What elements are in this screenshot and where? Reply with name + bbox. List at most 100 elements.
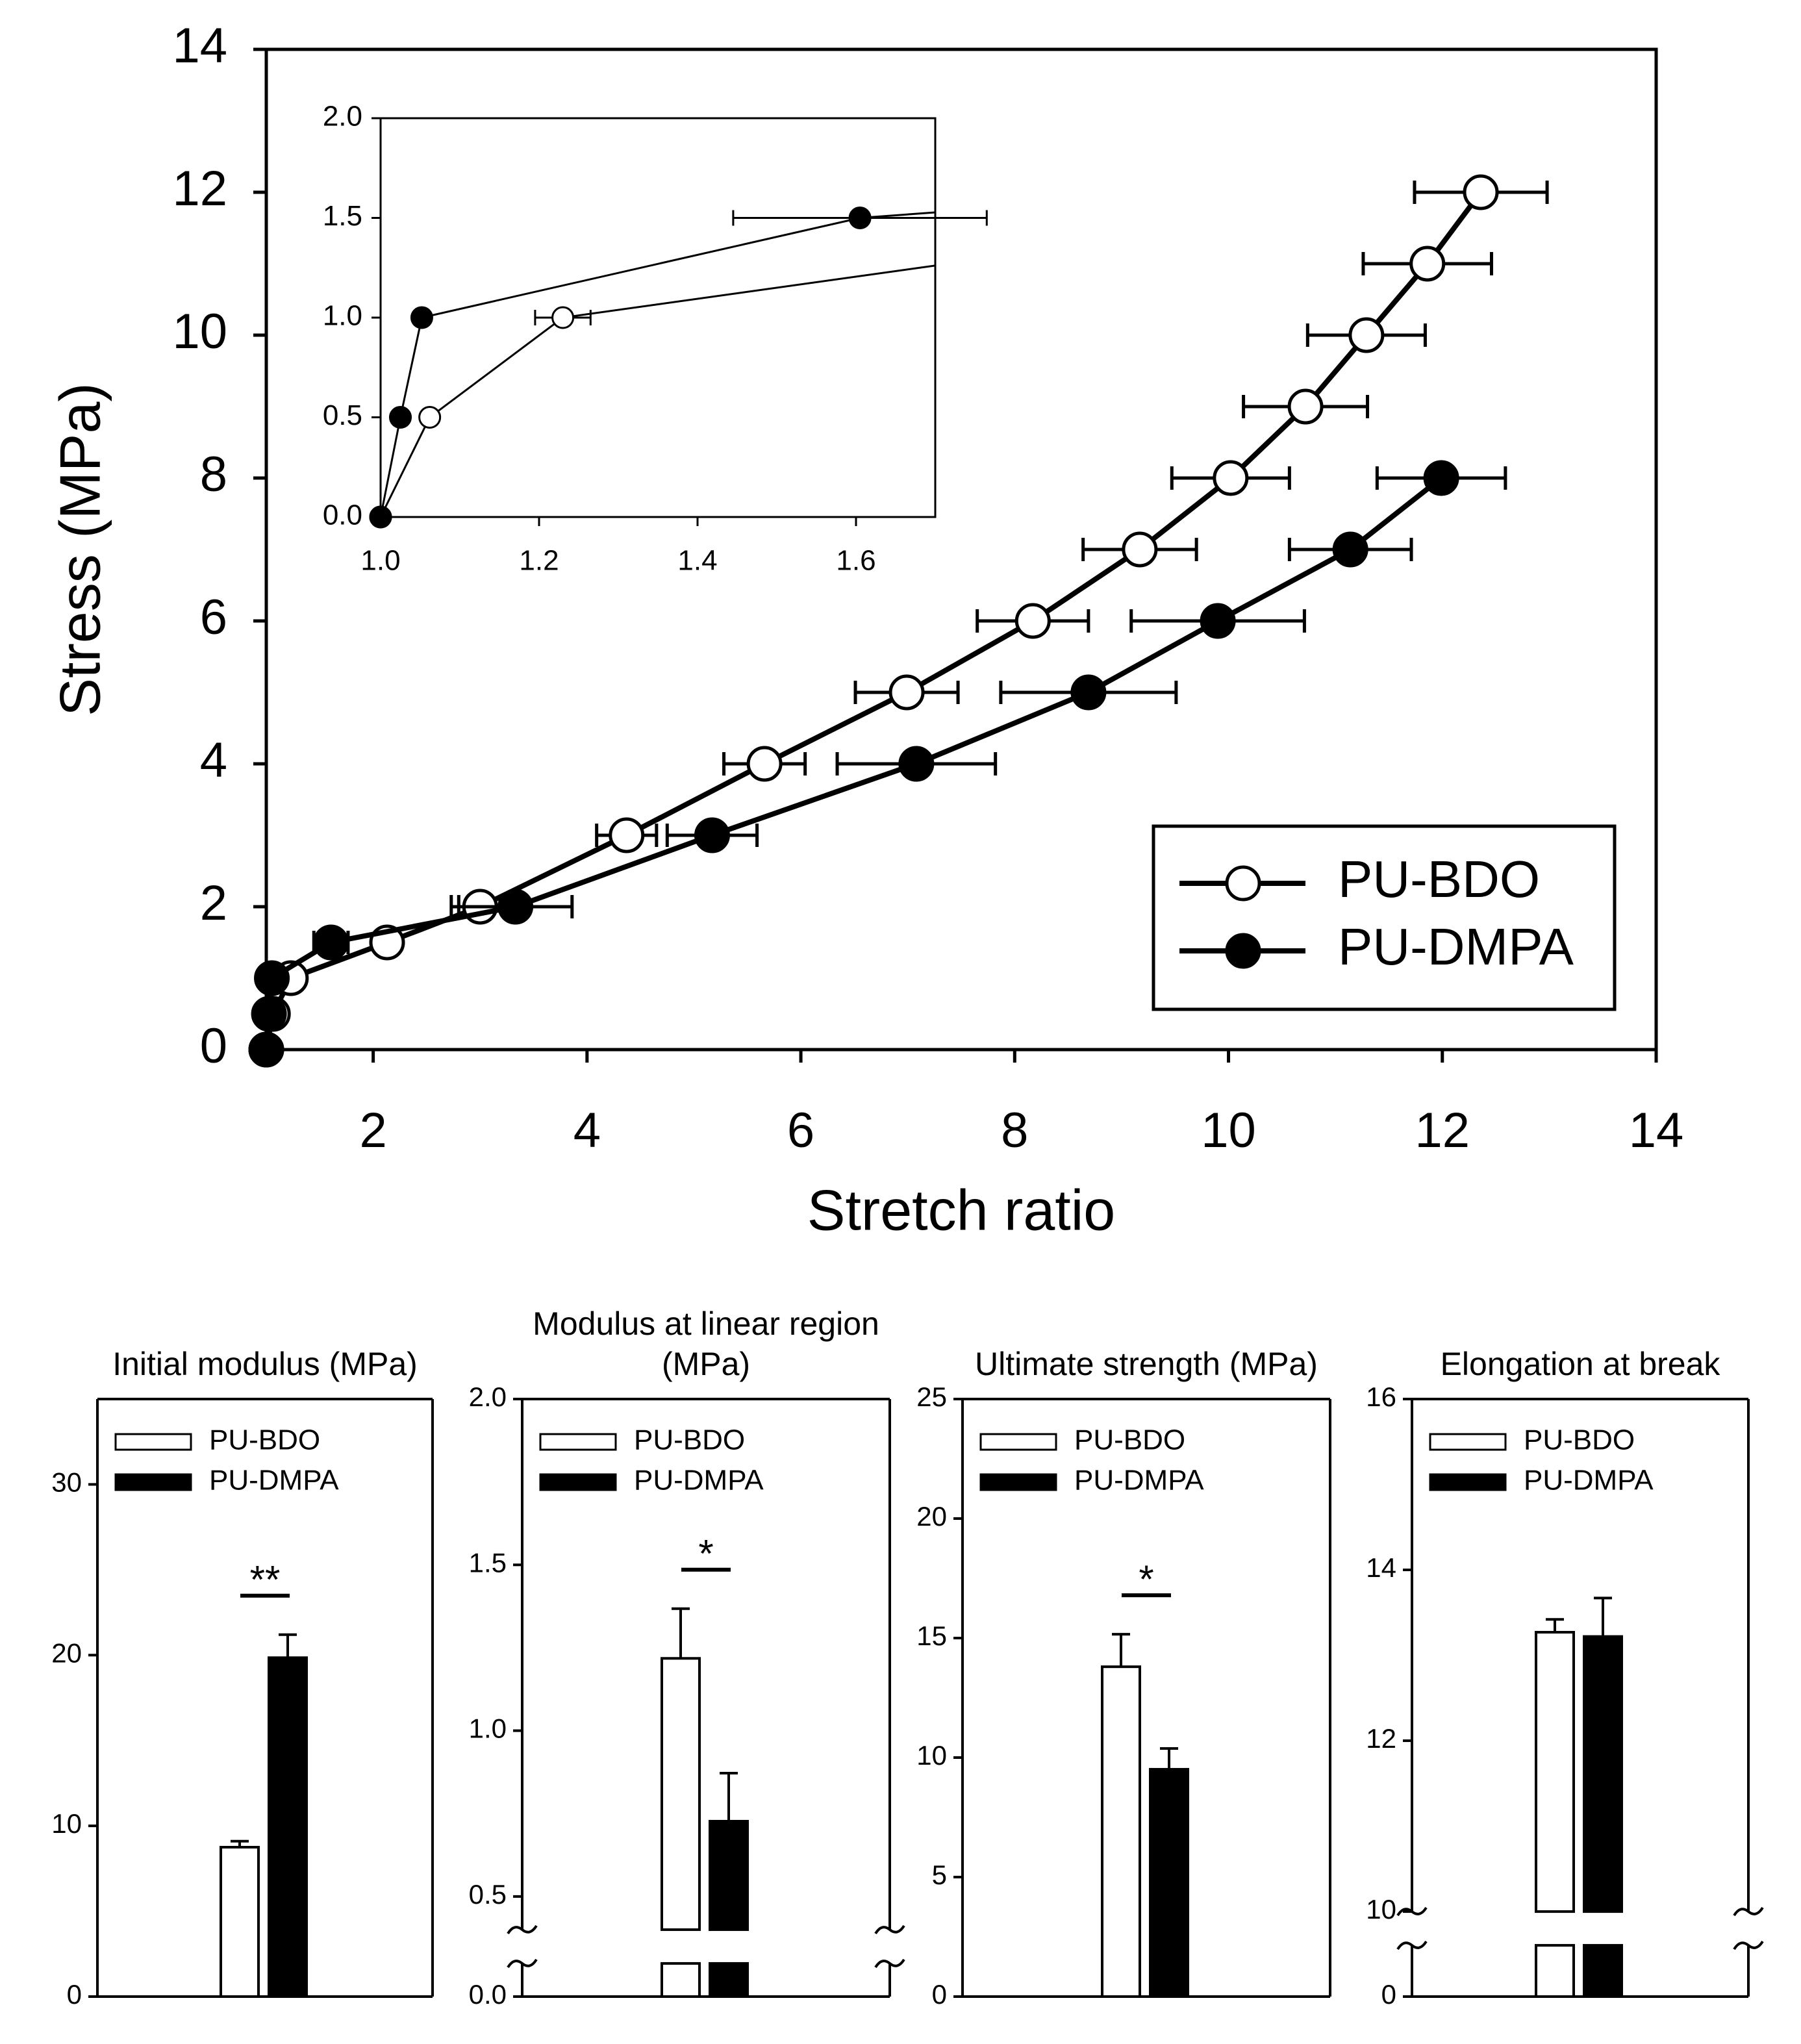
x-tick-label: 4 [573,1103,601,1158]
y-tick-label: 4 [200,733,227,788]
plot-frame [264,47,1658,1052]
y-tick-label: 0 [1381,1979,1396,2010]
legend-marker [1225,865,1261,902]
legend-swatch [114,1473,192,1491]
significance-label: * [698,1532,713,1576]
inset-x-tick-label: 1.6 [836,545,875,577]
legend-label: PU-BDO [209,1424,320,1456]
inset-frame [379,117,937,518]
marker [746,746,783,782]
marker [254,960,290,996]
marker [1332,531,1368,568]
legend-swatch [539,1473,617,1491]
chart-title: Ultimate strength (MPa) [975,1346,1318,1382]
bar [1583,1944,1623,1998]
y-tick-label: 10 [916,1740,947,1771]
marker [694,817,730,853]
x-axis-label: Stretch ratio [807,1178,1115,1242]
legend-marker [1225,933,1261,969]
axis-break [1396,1940,1428,1950]
y-tick-label: 25 [916,1382,947,1412]
x-tick-label: 14 [1629,1103,1684,1158]
bar [709,1819,749,1931]
marker [609,817,645,853]
error-bar [1160,1747,1178,1770]
legend-swatch [539,1433,617,1451]
legend-label: PU-DMPA [1074,1465,1204,1496]
chart-title: (MPa) [662,1346,750,1382]
axis-break [874,1958,905,1969]
marker [1287,388,1324,425]
marker [1122,531,1158,568]
y-tick-label: 20 [916,1501,947,1532]
y-tick-label: 14 [1366,1552,1396,1583]
inset-y-tick-label: 2.0 [323,101,362,132]
legend-frame [1152,824,1617,1011]
legend-label: PU-DMPA [1524,1465,1654,1496]
error-bar [1112,1633,1130,1667]
y-tick-label: 10 [172,304,227,359]
legend-swatch [114,1433,192,1451]
legend-label: PU-DMPA [1338,918,1574,976]
marker [313,924,349,961]
axis-break [507,1924,538,1935]
marker [410,306,433,329]
significance-label: ** [250,1558,281,1602]
y-tick-label: 1.5 [469,1547,507,1578]
y-tick-label: 8 [200,447,227,502]
marker [248,1031,284,1068]
legend-swatch [1429,1433,1507,1451]
legend-label: PU-DMPA [634,1465,764,1496]
marker [1200,603,1236,639]
legend-swatch [1429,1473,1507,1491]
legend-swatch [979,1473,1057,1491]
error-bar [231,1839,249,1847]
y-tick-label: 12 [172,161,227,216]
y-tick-label: 10 [1366,1894,1396,1924]
x-tick-label: 10 [1201,1103,1256,1158]
y-tick-label: 0 [932,1979,947,2010]
axis-break [507,1958,538,1969]
y-tick-label: 14 [172,18,227,73]
marker [1409,246,1446,282]
significance-label: * [1139,1558,1153,1601]
bar [661,1657,701,1931]
marker [389,406,412,429]
legend-label: PU-BDO [1524,1424,1635,1456]
series-line [381,264,935,518]
bar [268,1656,308,1998]
inset-y-tick-label: 0.5 [323,399,362,431]
error-bar [720,1771,738,1821]
marker [848,207,872,229]
error-bar [672,1607,690,1659]
legend-label: PU-DMPA [209,1465,339,1496]
inset-x-tick-label: 1.0 [360,545,400,577]
bar [709,1962,749,1998]
y-tick-label: 16 [1366,1382,1396,1412]
bar [1101,1665,1141,1998]
marker [1463,174,1499,210]
y-tick-label: 6 [200,590,227,645]
bar [661,1962,701,1998]
bar [1583,1635,1623,1913]
bar [1535,1944,1575,1998]
axis-break [1733,1940,1764,1950]
y-tick-label: 1.0 [469,1713,507,1744]
inset-x-tick-label: 1.2 [519,545,559,577]
x-tick-label: 12 [1415,1103,1470,1158]
y-tick-label: 0 [67,1979,82,2010]
marker [497,889,534,925]
x-tick-label: 2 [359,1103,386,1158]
marker [1423,460,1459,496]
bar [1535,1631,1575,1913]
inset-y-tick-label: 0.0 [323,499,362,531]
inset-y-tick-label: 1.5 [323,200,362,232]
y-tick-label: 15 [916,1621,947,1651]
marker [251,996,287,1032]
error-bar [279,1633,297,1658]
y-tick-label: 0.0 [469,1979,507,2010]
chart-title: Modulus at linear region [533,1306,879,1342]
axis-break [874,1924,905,1935]
